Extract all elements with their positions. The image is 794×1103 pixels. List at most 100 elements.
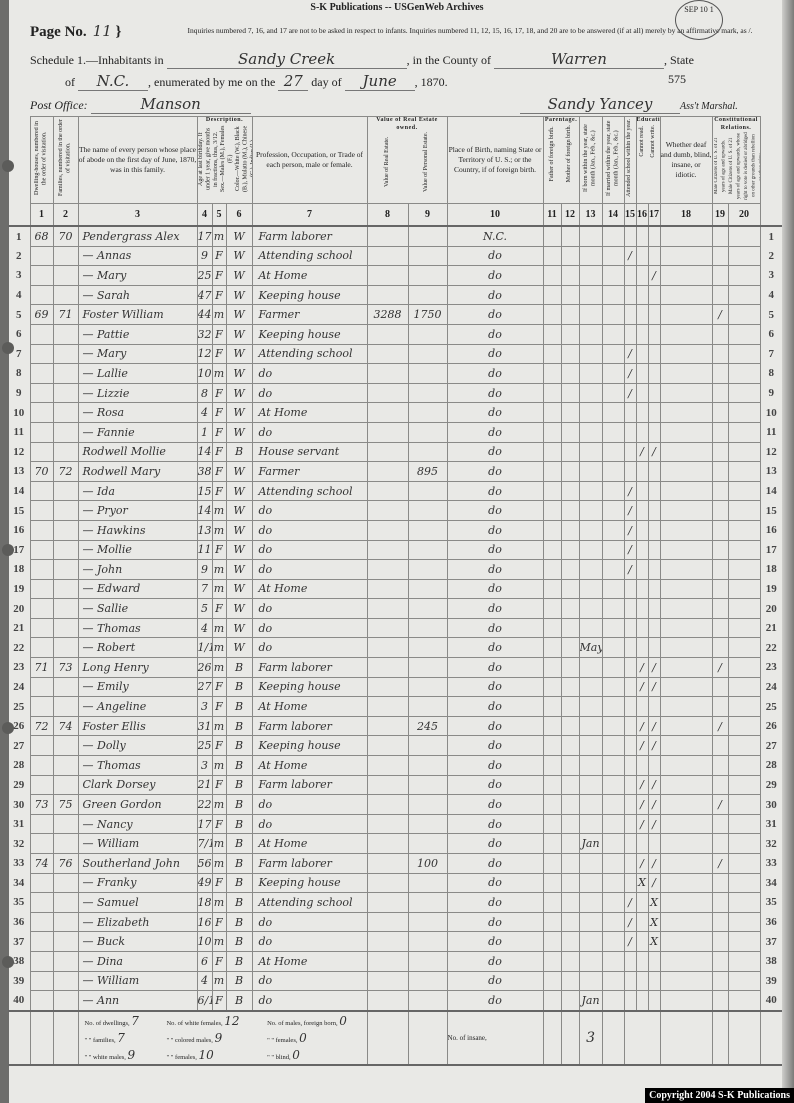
cell-father-foreign (542, 265, 562, 286)
cell-name: — Lallie (77, 363, 198, 384)
cell-father-foreign (542, 774, 562, 796)
cell-birthplace: do (446, 304, 544, 325)
cell-real-estate (366, 813, 409, 835)
cell-married-month (601, 559, 625, 580)
summary-white-females: No. of white females, 12 (166, 1014, 259, 1028)
cell-cannot-read: / (635, 735, 649, 757)
cell-month-born (578, 539, 603, 561)
cell-month-born (578, 402, 603, 423)
cell-mother-foreign (560, 853, 580, 874)
table-row: 14 — Ida 15 F W Attending school do / 14 (8, 480, 782, 502)
cell-month-born (578, 323, 603, 345)
cell-infirmity (659, 970, 713, 992)
cell-real-estate (366, 343, 409, 365)
cell-citizen (711, 382, 729, 404)
cell-personal-estate (407, 755, 448, 776)
cell-cannot-read (635, 304, 649, 325)
header-sex: Sex.—Males (M.), Females (F.) (220, 125, 234, 192)
table-row: 5 69 71 Foster William 44 m W Farmer 3288 1750 do /… (8, 304, 782, 325)
cell-age: 6 (196, 950, 213, 972)
page-number: Page No. 11 } (30, 22, 122, 40)
cell-color: W (225, 539, 253, 561)
cell-occupation: do (251, 990, 368, 1012)
cell-sex: m (211, 931, 227, 952)
cell-citizen (711, 892, 729, 913)
cell-name: — Ann (77, 990, 198, 1012)
cell-name: — Mary (77, 343, 198, 365)
cell-citizen (711, 774, 729, 796)
cell-mother-foreign (560, 715, 580, 737)
line-number: 40 (13, 994, 25, 1007)
cell-birthplace: do (446, 794, 544, 815)
cell-citizen (711, 441, 729, 463)
cell-school (623, 284, 637, 306)
cell-married-month (601, 578, 625, 600)
cell-married-month (601, 265, 625, 286)
column-number: 8 (366, 203, 409, 227)
cell-birthplace: do (446, 343, 544, 365)
cell-infirmity (659, 500, 713, 521)
cell-infirmity (659, 735, 713, 757)
line-number: 9 (16, 387, 22, 400)
cell-color: W (225, 637, 253, 659)
cell-citizen (711, 696, 729, 717)
line-number: 20 (13, 602, 25, 615)
cell-age: 12 (196, 343, 213, 365)
cell-married-month (601, 872, 625, 894)
cell-color: B (225, 813, 253, 835)
cell-mother-foreign (560, 774, 580, 796)
cell-dwelling: 72 (29, 715, 54, 737)
cell-cannot-read: / (635, 794, 649, 815)
cell-sex: m (211, 892, 227, 913)
column-number: 3 (77, 203, 198, 227)
cell-real-estate (366, 657, 409, 678)
cell-father-foreign (542, 813, 562, 835)
cell-sex: F (211, 402, 227, 423)
header-father-foreign: Father of foreign birth. (548, 125, 555, 181)
cell-birthplace: do (446, 657, 544, 678)
cell-color: W (225, 245, 253, 267)
cell-color: B (225, 441, 253, 463)
cell-occupation: do (251, 559, 368, 580)
cell-school (623, 715, 637, 737)
cell-month-born (578, 872, 603, 894)
cell-married-month (601, 990, 625, 1012)
line-number: 10 (765, 406, 777, 419)
cell-name: — Franky (77, 872, 198, 894)
cell-occupation: do (251, 637, 368, 659)
cell-citizen (711, 245, 729, 267)
cell-real-estate (366, 402, 409, 423)
cell-dwelling (29, 500, 54, 521)
line-number: 23 (765, 661, 777, 674)
cell-cannot-read (635, 637, 649, 659)
cell-dwelling: 70 (29, 461, 54, 482)
cell-family (52, 519, 79, 541)
cell-occupation: Attending school (251, 245, 368, 267)
cell-color: B (225, 794, 253, 815)
cell-sex: F (211, 950, 227, 972)
cell-citizen (711, 833, 729, 854)
cell-color: W (225, 519, 253, 541)
summary-grid: No. of dwellings, 7 No. of white females,… (79, 1014, 366, 1062)
cell-name: — Dina (77, 950, 198, 972)
census-table: Dwelling-houses, numbered in the order o… (8, 116, 783, 1066)
cell-color: W (225, 382, 253, 404)
cell-married-month (601, 853, 625, 874)
line-number: 22 (765, 641, 777, 654)
cell-family (52, 774, 79, 796)
cell-cannot-read (635, 225, 649, 247)
table-row: 24 — Emily 27 F B Keeping house do // 24 (8, 676, 782, 698)
cell-color: B (225, 657, 253, 678)
cell-vote-denied (727, 872, 761, 894)
cell-father-foreign (542, 598, 562, 619)
header-description: Description. Age at last birthday. If und… (196, 116, 253, 204)
summary-cell (711, 1009, 729, 1066)
cell-citizen (711, 402, 729, 423)
cell-cannot-write (647, 598, 661, 619)
cell-school: / (623, 480, 637, 502)
cell-occupation: At Home (251, 402, 368, 423)
cell-mother-foreign (560, 696, 580, 717)
